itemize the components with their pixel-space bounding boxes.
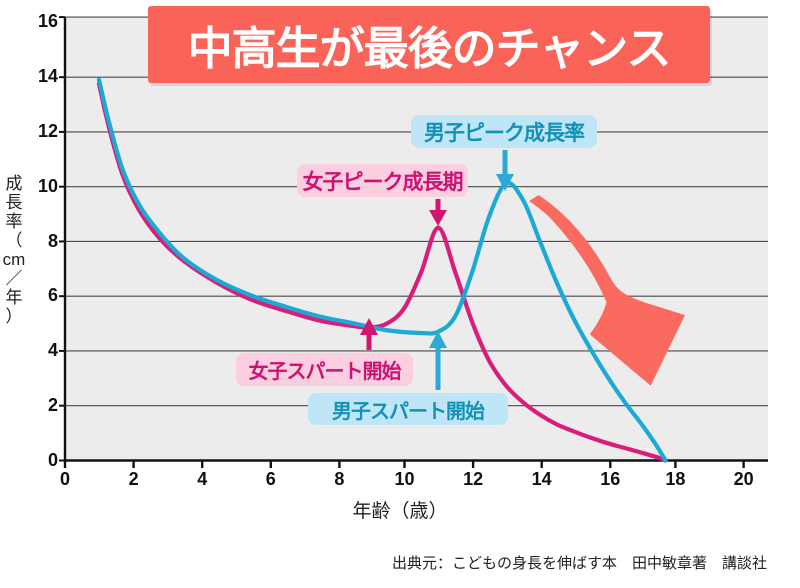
svg-text:10: 10 [38,176,58,196]
svg-text:8: 8 [334,469,344,489]
svg-text:2: 2 [48,395,58,415]
svg-text:14: 14 [532,469,552,489]
svg-text:2: 2 [129,469,139,489]
svg-text:20: 20 [734,469,754,489]
svg-text:12: 12 [38,121,58,141]
svg-text:16: 16 [600,469,620,489]
svg-text:6: 6 [266,469,276,489]
svg-text:18: 18 [665,469,685,489]
svg-text:4: 4 [48,340,58,360]
svg-text:4: 4 [197,469,207,489]
svg-text:0: 0 [48,450,58,470]
svg-text:14: 14 [38,66,58,86]
svg-text:16: 16 [38,11,58,31]
svg-text:12: 12 [463,469,483,489]
svg-text:10: 10 [394,469,414,489]
svg-text:6: 6 [48,285,58,305]
svg-text:8: 8 [48,231,58,251]
svg-text:0: 0 [60,469,70,489]
